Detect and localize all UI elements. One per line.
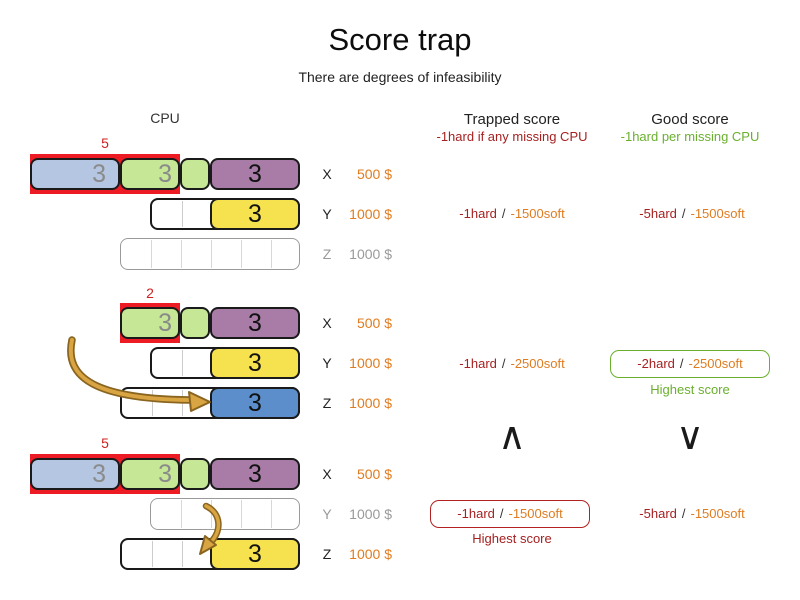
cell-divider [181,500,182,528]
overload-label: 2 [146,285,154,301]
machine-price: 1000 $ [349,246,392,262]
machine-price: 1000 $ [349,355,392,371]
page-subtitle: There are degrees of infeasibility [298,69,502,85]
task-segment-yellow: 3 [210,198,300,230]
highest-score-note: Highest score [650,382,730,397]
cell-divider [182,350,183,376]
soft-score: -1500soft [508,506,563,521]
machine-price: 1000 $ [349,506,392,522]
task-segment-purple: 3 [210,307,300,339]
trapped-score-value: -1hard / -2500soft [412,357,612,371]
cell-divider [271,500,272,528]
machine-capacity-box [150,498,300,530]
task-segment-blue: 3 [210,387,300,419]
trapped-score-subheader: -1hard if any missing CPU [436,129,588,144]
machine-price: 1000 $ [349,395,392,411]
machine-capacity-box [120,238,300,270]
comparison-symbol-trapped: ∧ [498,414,526,458]
cell-divider [152,541,153,567]
machine-price: 1000 $ [349,206,392,222]
soft-score: -1500soft [690,206,745,221]
score-separator: / [681,506,686,521]
machine-label: Z [322,546,332,562]
task-segment-green-small [180,458,210,490]
cell-divider [181,240,182,268]
machine-price: 500 $ [356,315,392,331]
task-segment-green: 3 [120,458,180,490]
highest-score-note: Highest score [472,531,552,546]
cell-divider [151,240,152,268]
soft-score: -1500soft [510,206,565,221]
trapped-score-header: Trapped score [463,111,561,128]
cell-divider [182,390,183,416]
task-segment-purple: 3 [210,158,300,190]
task-segment-yellow: 3 [210,347,300,379]
trapped-score-value: -1hard / -1500soft [412,207,612,221]
score-separator: / [679,356,684,371]
soft-score: -2500soft [688,356,743,371]
machine-label: Y [322,506,332,522]
cell-divider [211,240,212,268]
score-separator: / [501,356,506,371]
machine-price: 1000 $ [349,546,392,562]
soft-score: -1500soft [690,506,745,521]
task-segment-yellow: 3 [210,538,300,570]
hard-score: -1hard [457,506,495,521]
machine-price: 500 $ [356,166,392,182]
cell-divider [182,201,183,227]
hard-score: -2hard [637,356,675,371]
machine-label: X [322,315,332,331]
comparison-symbol-good: ∨ [676,414,704,458]
cell-divider [211,500,212,528]
page-title: Score trap [328,22,472,57]
task-segment-blue-light: 3 [30,458,120,490]
good-score-value: -5hard / -1500soft [592,507,792,521]
trapped-score-value-boxed: -1hard / -1500soft [430,500,590,528]
score-separator: / [499,506,504,521]
machine-price: 500 $ [356,466,392,482]
machine-label: X [322,466,332,482]
overload-label: 5 [101,435,109,451]
good-score-subheader: -1hard per missing CPU [620,129,760,144]
good-score-header: Good score [651,111,729,128]
machine-label: Y [322,206,332,222]
task-segment-green-small [180,158,210,190]
good-score-value-boxed: -2hard / -2500soft [610,350,770,378]
hard-score: -5hard [639,206,677,221]
cell-divider [271,240,272,268]
machine-label: Z [322,395,332,411]
cell-divider [182,541,183,567]
score-separator: / [681,206,686,221]
soft-score: -2500soft [510,356,565,371]
task-segment-green: 3 [120,307,180,339]
task-segment-green-small [180,307,210,339]
cell-divider [152,390,153,416]
cpu-column-header: CPU [150,110,180,126]
overload-label: 5 [101,135,109,151]
score-separator: / [501,206,506,221]
machine-label: Z [322,246,332,262]
cell-divider [241,240,242,268]
task-segment-green: 3 [120,158,180,190]
cell-divider [241,500,242,528]
machine-label: Y [322,355,332,371]
task-segment-purple: 3 [210,458,300,490]
machine-label: X [322,166,332,182]
task-segment-blue-light: 3 [30,158,120,190]
good-score-value: -5hard / -1500soft [592,207,792,221]
hard-score: -5hard [639,506,677,521]
hard-score: -1hard [459,356,497,371]
hard-score: -1hard [459,206,497,221]
